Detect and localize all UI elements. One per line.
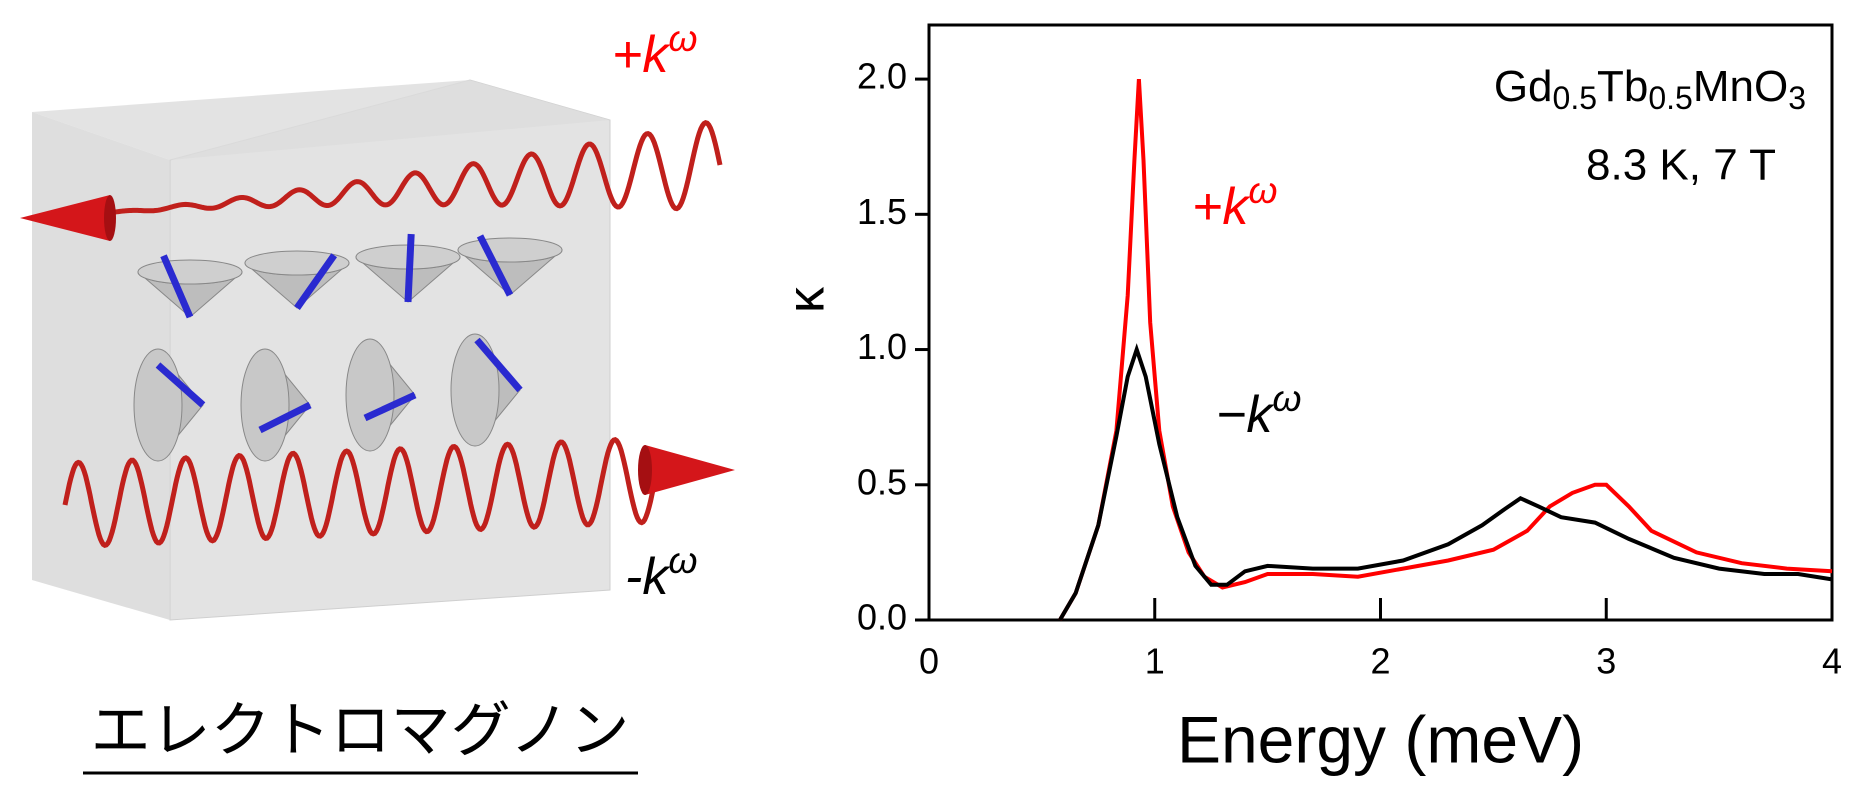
caption: エレクトロマグノン <box>91 697 630 764</box>
forward-label: +kω <box>612 17 698 84</box>
x-tick-label: 1 <box>1145 641 1165 682</box>
x-tick-label: 0 <box>919 641 939 682</box>
arrow-left-base <box>104 195 116 241</box>
formula-part: MnO <box>1693 62 1788 111</box>
cone-top <box>138 260 242 284</box>
figure: +kω -kω エレクトロマグノン 0.0 0.5 1.0 1.5 2.0 0 1 2 3 4 En… <box>0 0 1851 785</box>
y-tick-label: 0.0 <box>857 597 907 638</box>
subscript: 0.5 <box>1553 80 1597 116</box>
illustration: +kω -kω エレクトロマグノン <box>20 17 735 773</box>
series-line <box>1060 350 1832 621</box>
cone-top <box>458 238 562 262</box>
page: +kω -kω エレクトロマグノン 0.0 0.5 1.0 1.5 2.0 0 1 2 3 4 En… <box>0 0 1851 785</box>
cone-top <box>241 349 289 461</box>
legend-label: −kω <box>1216 377 1302 444</box>
cube-back <box>170 80 610 620</box>
arrow-right-base <box>638 445 652 495</box>
conditions-annotation: 8.3 K, 7 T <box>1586 141 1776 190</box>
cone-top <box>346 339 394 451</box>
formula-part: Gd <box>1494 62 1553 111</box>
x-tick-label: 2 <box>1370 641 1390 682</box>
y-tick-label: 2.0 <box>857 56 907 97</box>
y-tick-label: 0.5 <box>857 461 907 502</box>
subscript: 0.5 <box>1648 80 1692 116</box>
x-axis-label: Energy (meV) <box>1177 702 1584 776</box>
y-axis-label: κ <box>778 286 836 313</box>
legend-label: +kω <box>1192 169 1278 236</box>
x-tick-label: 3 <box>1596 641 1616 682</box>
arrow-right <box>645 445 735 495</box>
material-annotation: Gd0.5Tb0.5MnO3 <box>1494 62 1806 117</box>
formula-part: Tb <box>1597 62 1648 111</box>
spin <box>408 234 411 302</box>
plot-frame <box>929 25 1832 620</box>
subscript: 3 <box>1788 80 1806 116</box>
backward-label: -kω <box>625 539 697 606</box>
cone-top <box>245 251 349 275</box>
x-tick-label: 4 <box>1822 641 1842 682</box>
cone-top <box>451 334 499 446</box>
y-tick-label: 1.0 <box>857 326 907 367</box>
y-tick-label: 1.5 <box>857 191 907 232</box>
